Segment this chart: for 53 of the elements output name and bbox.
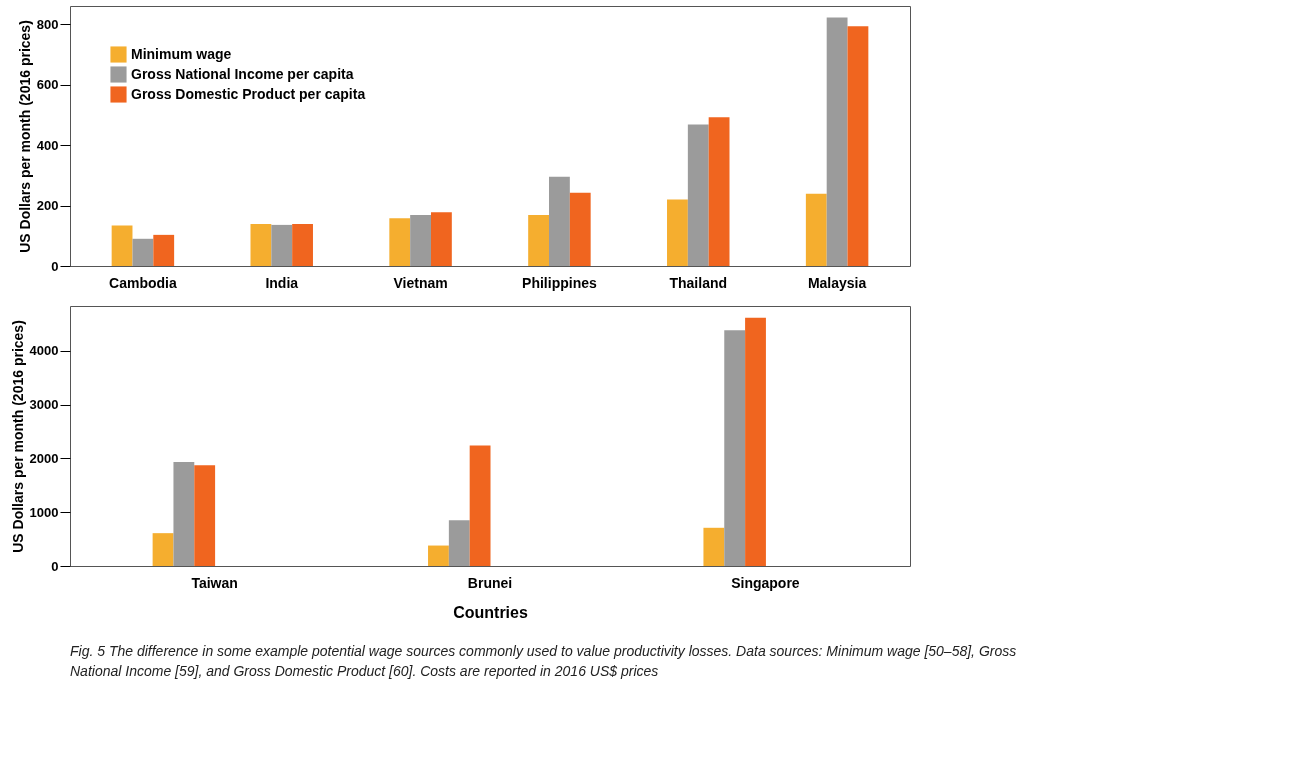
- bar: [389, 218, 411, 266]
- bar: [173, 462, 195, 566]
- bar: [194, 465, 216, 566]
- bar: [724, 330, 746, 566]
- bar: [469, 445, 491, 566]
- x-tick-label: India: [265, 274, 299, 291]
- bar: [250, 223, 272, 266]
- x-tick-label: Taiwan: [191, 574, 238, 591]
- bar: [805, 193, 827, 266]
- bar: [152, 533, 174, 566]
- bar: [687, 124, 709, 266]
- x-tick-label: Singapore: [731, 574, 800, 591]
- legend-label: Gross Domestic Product per capita: [131, 85, 366, 102]
- y-tick-label: 600: [36, 77, 59, 93]
- y-tick-label: 1000: [29, 504, 59, 520]
- y-tick-label: 400: [36, 137, 59, 153]
- bar: [549, 176, 570, 266]
- bar: [448, 520, 470, 566]
- bar: [410, 214, 431, 266]
- bar: [528, 214, 550, 266]
- x-tick-label: Thailand: [669, 274, 728, 291]
- bar: [292, 223, 313, 266]
- bar: [826, 17, 848, 266]
- bar: [569, 192, 591, 266]
- bar: [745, 317, 766, 566]
- legend-label: Gross National Income per capita: [131, 65, 354, 82]
- y-axis-title: US Dollars per month (2016 prices): [16, 20, 33, 253]
- x-tick-label: Brunei: [467, 574, 513, 591]
- bar: [153, 234, 175, 266]
- y-tick-label: 800: [36, 16, 59, 32]
- x-axis-title: Countries: [453, 603, 528, 621]
- bar: [430, 212, 452, 266]
- y-tick-label: 2000: [29, 450, 59, 466]
- bar: [667, 199, 688, 266]
- x-tick-label: Malaysia: [807, 274, 867, 291]
- y-axis-title: US Dollars per month (2016 prices): [9, 320, 26, 553]
- bar: [847, 26, 869, 266]
- x-tick-label: Philippines: [522, 274, 597, 291]
- bar: [271, 224, 293, 266]
- legend-label: Minimum wage: [131, 45, 232, 62]
- bar: [132, 238, 154, 266]
- bar: [428, 545, 449, 566]
- y-tick-label: 3000: [29, 397, 59, 413]
- y-tick-label: 0: [51, 258, 59, 274]
- bar: [708, 117, 730, 266]
- bar: [703, 527, 725, 566]
- x-tick-label: Cambodia: [109, 274, 177, 291]
- caption: Fig. 5 The difference in some example potential wage sources commonly used to value productivity losses. Data sources: Minimum wage [50–58], Gross National Income [59], and Gross Domestic Product [60]. Costs are reported in 2016 US$ prices: [70, 643, 1017, 679]
- bar: [111, 225, 133, 266]
- y-tick-label: 0: [51, 558, 59, 574]
- y-tick-label: 4000: [29, 343, 59, 359]
- y-tick-label: 200: [36, 198, 59, 214]
- x-tick-label: Vietnam: [393, 274, 448, 291]
